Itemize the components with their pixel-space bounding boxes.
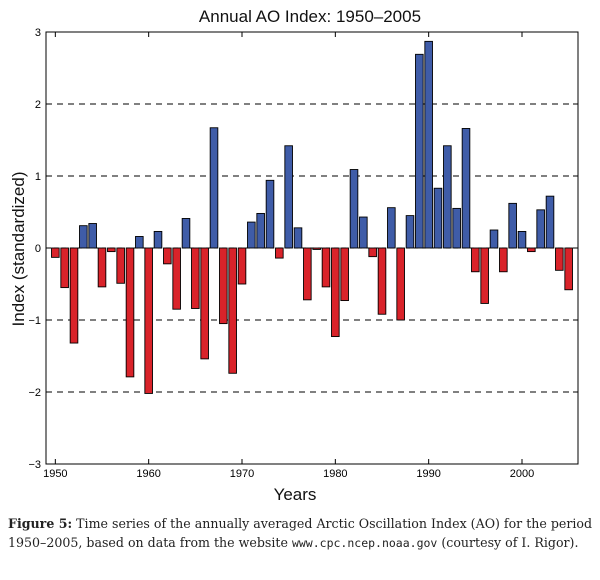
bar-1968	[219, 247, 228, 325]
gridlines	[46, 103, 578, 393]
bar-1965	[191, 247, 200, 309]
bar-2000	[517, 230, 527, 249]
bar-1980	[331, 247, 340, 338]
bar-1996	[480, 247, 489, 304]
bar-1986	[387, 207, 396, 249]
bar-1978	[312, 247, 321, 250]
bar-1974	[275, 247, 284, 259]
bar-1999	[508, 202, 517, 249]
plot-frame	[45, 31, 579, 465]
bar-1979	[321, 247, 331, 288]
caption-text: Time series of the annually averaged Arc…	[8, 516, 593, 550]
bar-1969	[228, 247, 237, 374]
bar-1953	[79, 225, 88, 249]
bar-1972	[256, 212, 265, 249]
y-tick-label: 0	[35, 243, 41, 255]
x-tick-label: 1960	[136, 468, 160, 480]
bar-2001	[527, 247, 536, 253]
y-axis-label: Index (standardized)	[9, 172, 28, 327]
bar-1952	[69, 247, 79, 344]
x-tick-label: 1950	[43, 468, 67, 480]
x-tick-label: 1970	[230, 468, 254, 480]
y-tick-label: −1	[28, 315, 41, 327]
bar-1961	[153, 230, 163, 249]
bar-2003	[545, 195, 555, 249]
bar-1995	[471, 247, 480, 273]
bar-1987	[396, 247, 405, 321]
bar-1989	[415, 53, 424, 249]
bar-1993	[452, 207, 461, 249]
bar-1990	[424, 40, 433, 249]
chart-title: Annual AO Index: 1950–2005	[199, 7, 421, 26]
caption-label: Figure 5:	[8, 516, 73, 531]
bar-1966	[200, 247, 209, 360]
axis-ticks: −3 −2 −1 0 1 2 3 1950 1960 1970 1980 1990 2000	[28, 27, 578, 480]
bar-1973	[265, 179, 275, 249]
y-tick-label: −2	[28, 387, 41, 399]
caption-url: www.cpc.ncep.noaa.gov	[291, 536, 438, 550]
bar-1957	[116, 247, 125, 284]
bar-1958	[125, 247, 135, 378]
bar-2005	[564, 247, 573, 291]
ao-index-chart: Annual AO Index: 1950–2005 Index (standa…	[9, 7, 579, 504]
bar-1977	[303, 247, 312, 301]
caption-credit: (courtesy of I. Rigor).	[441, 535, 579, 550]
bar-1982	[349, 169, 359, 249]
bar-1959	[135, 236, 144, 249]
bar-1991	[433, 187, 443, 249]
y-tick-label: 2	[35, 99, 41, 111]
bar-1994	[461, 128, 471, 249]
bar-1951	[60, 247, 69, 289]
bar-2002	[536, 209, 545, 249]
bar-1960	[144, 247, 153, 394]
bar-1964	[181, 218, 191, 249]
bar-1962	[163, 247, 172, 265]
x-tick-label: 2000	[510, 468, 534, 480]
x-axis-label: Years	[274, 485, 317, 504]
bar-1955	[97, 247, 107, 288]
bar-1970	[237, 247, 247, 285]
bars	[51, 40, 573, 394]
x-tick-label: 1980	[323, 468, 347, 480]
x-tick-label: 1990	[416, 468, 440, 480]
bar-1998	[499, 247, 508, 273]
bar-1985	[377, 247, 387, 315]
bar-1967	[209, 127, 219, 249]
bar-2004	[555, 247, 564, 271]
y-tick-label: 3	[35, 27, 41, 39]
bar-1997	[489, 229, 499, 249]
y-tick-label: 1	[35, 171, 41, 183]
bar-1971	[247, 221, 256, 249]
y-tick-label: −3	[28, 459, 41, 471]
bar-1963	[172, 247, 181, 310]
bar-1956	[107, 247, 116, 253]
bar-1984	[368, 247, 377, 258]
bar-1954	[88, 223, 97, 249]
bar-1976	[293, 227, 303, 249]
bar-1988	[405, 215, 415, 249]
bar-1975	[284, 145, 293, 249]
bar-1981	[340, 247, 349, 302]
bar-1983	[359, 216, 368, 249]
bar-1950	[51, 247, 60, 258]
bar-1992	[443, 145, 452, 249]
figure-caption: Figure 5: Time series of the annually av…	[8, 514, 594, 553]
